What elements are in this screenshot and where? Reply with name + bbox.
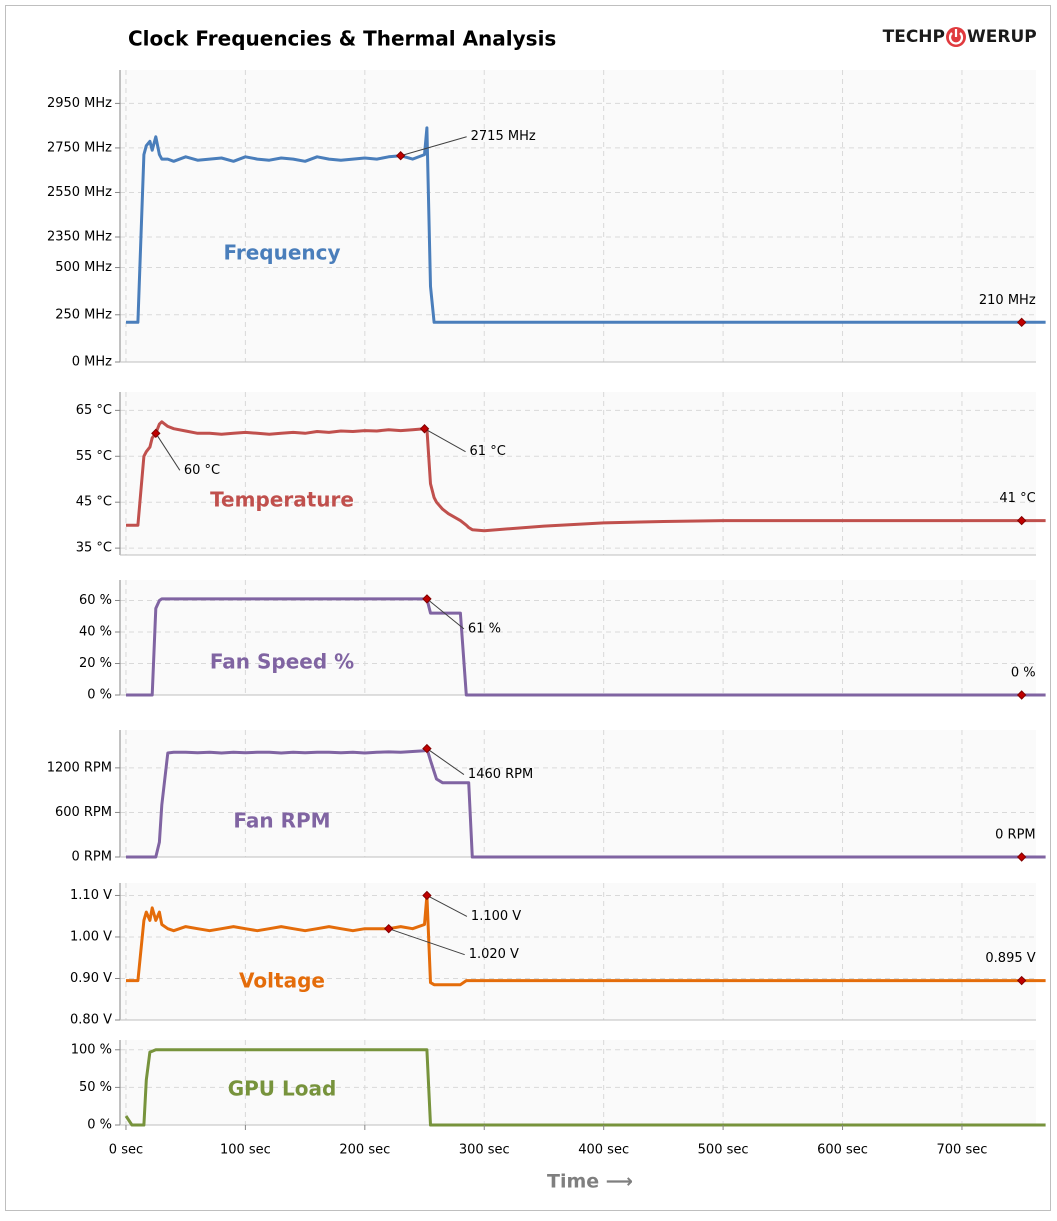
logo: TECHP WERUP xyxy=(883,27,1037,47)
y-tick-label: 20 % xyxy=(79,656,112,671)
annotation-label: 1.100 V xyxy=(471,909,521,924)
annotation-leader xyxy=(426,598,465,630)
y-tick-label: 40 % xyxy=(79,624,112,639)
annotation-marker xyxy=(422,890,432,901)
chart-title: Clock Frequencies & Thermal Analysis xyxy=(128,27,556,51)
annotation-label: 61 % xyxy=(468,621,501,636)
annotation-label: 210 MHz xyxy=(979,293,1036,308)
plot-area xyxy=(120,1040,1036,1125)
y-tick-label: 0.80 V xyxy=(70,1013,112,1028)
y-tick-label: 2550 MHz xyxy=(47,185,112,200)
series-line xyxy=(124,1048,1046,1127)
annotation-leader xyxy=(400,136,467,157)
series-line xyxy=(126,420,1046,533)
annotation-label: 0.895 V xyxy=(985,951,1035,966)
y-tick-label: 2350 MHz xyxy=(47,230,112,245)
series-line xyxy=(126,894,1046,987)
series-label: Fan RPM xyxy=(233,809,330,833)
x-tick-label: 200 sec xyxy=(339,1143,390,1158)
annotation-label: 1.020 V xyxy=(469,947,519,962)
annotation-marker xyxy=(1016,317,1027,328)
annotation-leader xyxy=(155,433,181,471)
annotation-marker xyxy=(422,743,432,754)
x-tick-label: 400 sec xyxy=(578,1143,629,1158)
annotation-marker xyxy=(151,428,161,439)
annotation-marker xyxy=(1016,515,1027,526)
annotation-label: 0 % xyxy=(1011,666,1036,681)
y-tick-label: 600 RPM xyxy=(55,805,112,820)
x-axis-label: Time ⟶ xyxy=(547,1171,633,1193)
x-tick-label: 600 sec xyxy=(817,1143,868,1158)
y-tick-label: 60 % xyxy=(79,593,112,608)
series-line xyxy=(126,747,1046,859)
y-tick-label: 2750 MHz xyxy=(47,140,112,155)
y-tick-label: 2950 MHz xyxy=(47,96,112,111)
y-tick-label: 0.90 V xyxy=(70,971,112,986)
annotation-marker xyxy=(419,424,430,434)
plot-area xyxy=(120,730,1036,857)
annotation-marker xyxy=(384,923,394,934)
y-tick-label: 0 % xyxy=(87,1118,112,1133)
series-label: Temperature xyxy=(210,488,354,512)
series-label: Fan Speed % xyxy=(210,650,354,674)
annotation-marker xyxy=(1016,852,1027,862)
logo-icon-arc xyxy=(948,32,964,45)
x-tick-label: 0 sec xyxy=(109,1143,143,1158)
series-label: GPU Load xyxy=(228,1077,337,1101)
annotation-leader xyxy=(388,928,465,956)
logo-right: WERUP xyxy=(967,27,1037,47)
annotation-label: 2715 MHz xyxy=(471,129,536,144)
x-tick-label: 700 sec xyxy=(937,1143,988,1158)
plot-area xyxy=(120,883,1036,1020)
plot-area xyxy=(120,392,1036,555)
annotation-leader xyxy=(426,748,465,775)
y-tick-label: 0 MHz xyxy=(72,355,112,370)
y-tick-label: 0 % xyxy=(87,688,112,703)
annotation-label: 1460 RPM xyxy=(468,767,533,782)
y-tick-label: 55 °C xyxy=(76,449,112,464)
y-tick-label: 45 °C xyxy=(76,495,112,510)
y-tick-label: 65 °C xyxy=(76,403,112,418)
annotation-marker xyxy=(422,594,432,604)
y-tick-label: 250 MHz xyxy=(55,307,112,322)
x-tick-label: 300 sec xyxy=(459,1143,510,1158)
x-tick-label: 500 sec xyxy=(698,1143,749,1158)
x-tick-label: 100 sec xyxy=(220,1143,271,1158)
y-tick-label: 1200 RPM xyxy=(47,760,112,775)
y-tick-label: 0 RPM xyxy=(72,850,113,865)
y-tick-label: 100 % xyxy=(71,1042,112,1057)
annotation-leader xyxy=(424,428,466,453)
annotation-label: 60 °C xyxy=(184,463,220,478)
annotation-leader xyxy=(426,895,468,917)
y-tick-label: 500 MHz xyxy=(55,260,112,275)
annotation-marker xyxy=(1016,690,1027,700)
annotation-marker xyxy=(395,151,406,161)
annotation-marker xyxy=(1016,975,1027,986)
series-line xyxy=(126,126,1046,324)
plot-area xyxy=(120,70,1036,362)
logo-left: TECHP xyxy=(883,27,945,47)
annotation-label: 41 °C xyxy=(999,491,1035,506)
annotation-label: 0 RPM xyxy=(995,828,1036,843)
series-label: Voltage xyxy=(239,969,325,993)
annotation-label: 61 °C xyxy=(470,444,506,459)
y-tick-label: 1.00 V xyxy=(70,929,112,944)
plot-area xyxy=(120,580,1036,695)
y-tick-label: 50 % xyxy=(79,1080,112,1095)
y-tick-label: 35 °C xyxy=(76,541,112,556)
series-label: Frequency xyxy=(223,241,340,265)
series-line xyxy=(126,597,1046,697)
y-tick-label: 1.10 V xyxy=(70,888,112,903)
